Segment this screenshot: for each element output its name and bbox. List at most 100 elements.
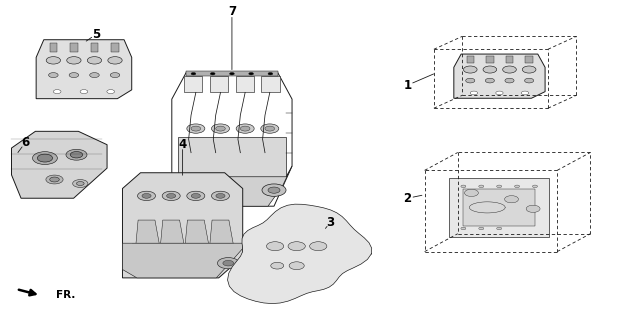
Circle shape [49,177,59,182]
Circle shape [271,262,284,269]
Circle shape [108,57,122,64]
Bar [91,43,98,52]
Circle shape [461,227,466,230]
Circle shape [211,191,229,201]
Circle shape [142,194,151,198]
Circle shape [268,187,280,193]
Circle shape [69,73,78,77]
Circle shape [191,194,200,198]
Circle shape [249,72,253,75]
Polygon shape [12,131,107,198]
Circle shape [525,78,534,83]
Bar [486,56,494,63]
Circle shape [191,126,201,131]
Bar [70,43,78,52]
Circle shape [502,66,516,73]
Circle shape [211,124,229,133]
Circle shape [70,152,83,158]
Circle shape [110,73,120,77]
Bar [49,43,57,52]
Polygon shape [160,220,184,246]
Text: 4: 4 [179,138,187,151]
Bar [178,137,286,177]
Circle shape [533,185,538,188]
Circle shape [216,194,225,198]
Circle shape [229,72,234,75]
Circle shape [187,191,205,201]
Circle shape [526,205,540,212]
Circle shape [465,189,478,196]
Circle shape [191,72,196,75]
Bar [525,56,533,63]
Polygon shape [210,220,234,246]
Circle shape [240,126,250,131]
Polygon shape [122,173,243,278]
Circle shape [33,152,57,164]
Circle shape [470,91,478,95]
Circle shape [504,196,519,203]
Circle shape [522,66,536,73]
Circle shape [266,242,284,251]
Polygon shape [36,40,132,99]
Circle shape [288,242,305,251]
Circle shape [66,149,87,160]
Bar [186,71,277,76]
Text: 2: 2 [404,192,412,205]
Circle shape [479,185,484,188]
Polygon shape [136,220,159,246]
Text: 6: 6 [21,136,30,149]
Text: FR.: FR. [56,291,75,300]
Polygon shape [454,54,545,98]
Polygon shape [185,220,209,246]
Circle shape [466,78,475,83]
Circle shape [223,260,234,266]
Circle shape [67,57,81,64]
Circle shape [218,258,239,269]
Bar [261,76,280,92]
Circle shape [90,73,99,77]
Bar [467,56,474,63]
Circle shape [268,72,273,75]
Circle shape [187,124,205,133]
Text: 7: 7 [228,5,236,18]
Text: 5: 5 [92,28,100,41]
Circle shape [46,175,63,184]
Circle shape [464,66,477,73]
Circle shape [216,126,226,131]
Circle shape [49,73,58,77]
Circle shape [515,185,520,188]
Bar [464,189,535,226]
Circle shape [87,57,101,64]
Text: 1: 1 [404,79,412,92]
Circle shape [46,57,61,64]
Bar [449,178,549,237]
Circle shape [37,154,53,162]
Circle shape [497,227,502,230]
Circle shape [265,126,274,131]
Circle shape [461,185,466,188]
Circle shape [162,191,180,201]
Text: 3: 3 [326,216,334,228]
Circle shape [479,227,484,230]
Circle shape [505,78,514,83]
Circle shape [262,184,286,196]
Circle shape [73,180,88,188]
Circle shape [497,185,502,188]
Circle shape [310,242,327,251]
Polygon shape [122,243,243,278]
Circle shape [289,262,304,270]
Polygon shape [174,166,292,206]
Bar [184,76,203,92]
Circle shape [483,66,497,73]
Circle shape [107,90,114,93]
Circle shape [496,91,503,95]
Bar [210,76,228,92]
Circle shape [236,124,254,133]
Bar [111,43,119,52]
Circle shape [261,124,279,133]
Circle shape [77,181,84,186]
Circle shape [80,90,88,93]
Bar [235,76,254,92]
Circle shape [485,78,494,83]
Circle shape [522,91,528,95]
